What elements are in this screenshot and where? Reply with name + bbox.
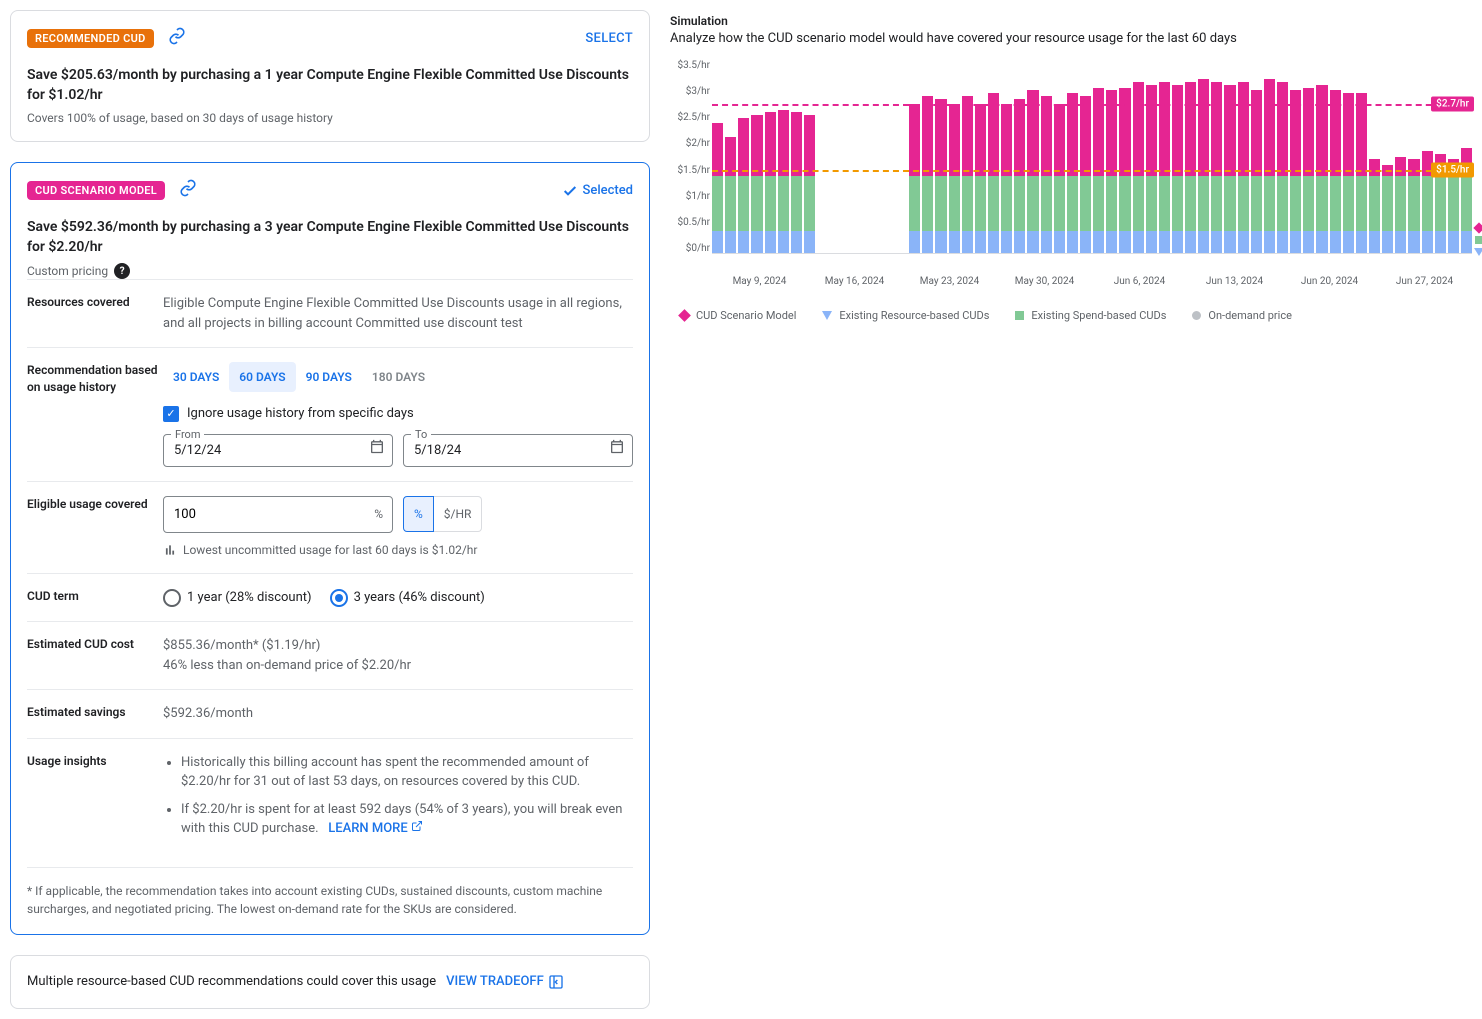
select-button[interactable]: SELECT [585, 31, 633, 46]
to-label: To [411, 427, 431, 444]
selected-label: Selected [562, 183, 633, 199]
side-markers [1474, 224, 1482, 256]
help-icon[interactable]: ? [114, 263, 130, 279]
term-3year-radio[interactable] [330, 589, 348, 607]
insights-label: Usage insights [27, 753, 163, 770]
cost-value: $855.36/month* ($1.19/hr) [163, 636, 633, 656]
simulation-subtitle: Analyze how the CUD scenario model would… [670, 31, 1472, 46]
scenario-title: Save $592.36/month by purchasing a 3 yea… [27, 218, 633, 257]
tradeoff-card: Multiple resource-based CUD recommendati… [10, 955, 650, 1009]
pct-suffix: % [374, 505, 383, 523]
savings-value: $592.36/month [163, 704, 633, 724]
recommended-cud-card: RECOMMENDED CUD SELECT Save $205.63/mont… [10, 10, 650, 142]
savings-label: Estimated savings [27, 704, 163, 721]
recommendation-label: Recommendation based on usage history [27, 362, 163, 396]
link-icon[interactable] [179, 179, 197, 202]
pink-line-tag: $2.7/hr [1431, 97, 1474, 112]
ignore-label: Ignore usage history from specific days [187, 404, 414, 424]
pct-toggle[interactable]: % [403, 496, 434, 532]
term-1year-label: 1 year (28% discount) [187, 588, 312, 608]
link-icon[interactable] [168, 27, 186, 50]
usage-hint: Lowest uncommitted usage for last 60 day… [163, 541, 633, 559]
tab-30-days[interactable]: 30 DAYS [163, 362, 229, 392]
tab-90-days[interactable]: 90 DAYS [296, 362, 362, 392]
resources-covered-value: Eligible Compute Engine Flexible Committ… [163, 294, 633, 333]
legend-cud-scenario: CUD Scenario Model [696, 309, 796, 322]
recommended-title: Save $205.63/month by purchasing a 1 yea… [27, 66, 633, 105]
cud-term-label: CUD term [27, 588, 163, 605]
cost-sub: 46% less than on-demand price of $2.20/h… [163, 656, 633, 676]
legend-ondemand: On-demand price [1208, 309, 1292, 322]
legend-spend-cuds: Existing Spend-based CUDs [1031, 309, 1166, 322]
ignore-checkbox[interactable]: ✓ [163, 406, 179, 422]
tab-180-days[interactable]: 180 DAYS [362, 362, 435, 392]
scenario-model-card: CUD SCENARIO MODEL Selected Save $592.36… [10, 162, 650, 935]
cost-label: Estimated CUD cost [27, 636, 163, 653]
tab-60-days[interactable]: 60 DAYS [229, 362, 295, 392]
term-1year-radio[interactable] [163, 589, 181, 607]
legend-resource-cuds: Existing Resource-based CUDs [839, 309, 989, 322]
simulation-title: Simulation [670, 14, 1472, 28]
orange-line-tag: $1.5/hr [1431, 163, 1474, 178]
simulation-chart: $3.5/hr$3/hr$2.5/hr$2/hr$1.5/hr$1/hr$0.5… [712, 60, 1472, 270]
tradeoff-text: Multiple resource-based CUD recommendati… [27, 974, 436, 989]
calendar-icon[interactable] [369, 439, 385, 462]
hr-toggle[interactable]: $/HR [434, 496, 483, 532]
day-tabs: 30 DAYS 60 DAYS 90 DAYS 180 DAYS [163, 362, 633, 392]
chart-icon [163, 543, 177, 557]
footnote: * If applicable, the recommendation take… [27, 867, 633, 918]
scenario-badge: CUD SCENARIO MODEL [27, 181, 165, 200]
recommended-badge: RECOMMENDED CUD [27, 29, 154, 48]
resources-covered-label: Resources covered [27, 294, 163, 311]
recommended-subtitle: Covers 100% of usage, based on 30 days o… [27, 111, 633, 125]
chart-legend: CUD Scenario Model Existing Resource-bas… [680, 309, 1472, 322]
from-label: From [171, 427, 204, 444]
calendar-icon[interactable] [609, 439, 625, 462]
view-tradeoff-link[interactable]: VIEW TRADEOFF [446, 974, 564, 990]
eligible-usage-input[interactable] [163, 496, 393, 533]
eligible-usage-label: Eligible usage covered [27, 496, 163, 513]
insight-item: Historically this billing account has sp… [181, 753, 633, 792]
insight-item: If $2.20/hr is spent for at least 592 da… [181, 800, 633, 839]
term-3year-label: 3 years (46% discount) [354, 588, 485, 608]
scenario-subtitle: Custom pricing ? [27, 263, 633, 279]
learn-more-link[interactable]: LEARN MORE [328, 821, 423, 836]
x-axis-labels: May 9, 2024May 16, 2024May 23, 2024May 3… [712, 276, 1472, 287]
to-date-input[interactable] [403, 434, 633, 467]
